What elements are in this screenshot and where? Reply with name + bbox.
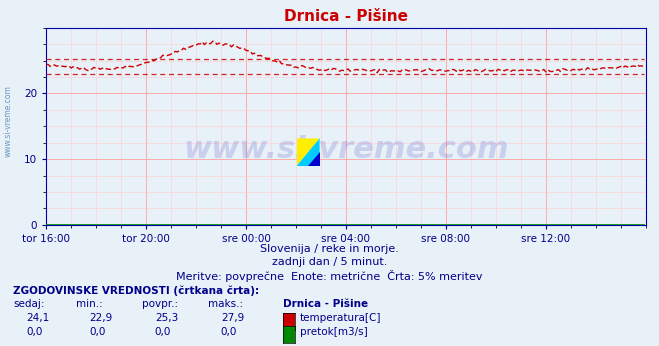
Text: 0,0: 0,0 (26, 327, 43, 337)
Text: www.si-vreme.com: www.si-vreme.com (183, 135, 509, 164)
Text: zadnji dan / 5 minut.: zadnji dan / 5 minut. (272, 257, 387, 267)
Polygon shape (297, 138, 320, 166)
Text: 27,9: 27,9 (221, 313, 244, 323)
Text: 0,0: 0,0 (155, 327, 171, 337)
Text: 0,0: 0,0 (221, 327, 237, 337)
Text: 24,1: 24,1 (26, 313, 49, 323)
Polygon shape (308, 152, 320, 166)
Text: 25,3: 25,3 (155, 313, 178, 323)
Text: 0,0: 0,0 (89, 327, 105, 337)
Text: 22,9: 22,9 (89, 313, 112, 323)
Text: povpr.:: povpr.: (142, 299, 178, 309)
Text: www.si-vreme.com: www.si-vreme.com (3, 85, 13, 157)
Title: Drnica - Pišine: Drnica - Pišine (284, 9, 408, 24)
Text: Meritve: povprečne  Enote: metrične  Črta: 5% meritev: Meritve: povprečne Enote: metrične Črta:… (176, 270, 483, 282)
Text: sedaj:: sedaj: (13, 299, 45, 309)
Text: min.:: min.: (76, 299, 103, 309)
Text: maks.:: maks.: (208, 299, 243, 309)
Polygon shape (297, 138, 320, 166)
Text: temperatura[C]: temperatura[C] (300, 313, 382, 323)
Text: pretok[m3/s]: pretok[m3/s] (300, 327, 368, 337)
Text: Slovenija / reke in morje.: Slovenija / reke in morje. (260, 244, 399, 254)
Text: ZGODOVINSKE VREDNOSTI (črtkana črta):: ZGODOVINSKE VREDNOSTI (črtkana črta): (13, 285, 259, 296)
Text: Drnica - Pišine: Drnica - Pišine (283, 299, 368, 309)
